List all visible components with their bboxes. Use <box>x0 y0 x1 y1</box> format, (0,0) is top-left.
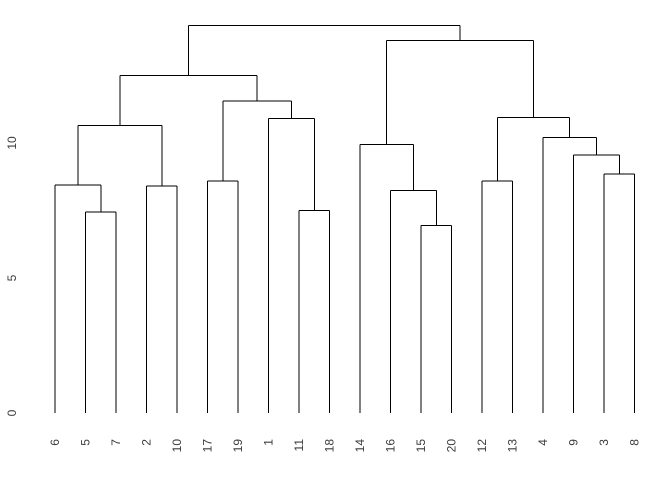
leaf-label: 13 <box>506 439 520 453</box>
y-axis-tick-label: 0 <box>5 409 19 416</box>
leaf-label: 3 <box>597 439 611 446</box>
leaf-label: 10 <box>170 439 184 453</box>
leaf-label: 12 <box>475 439 489 453</box>
leaf-label: 16 <box>384 439 398 453</box>
leaf-label: 15 <box>414 439 428 453</box>
dendrogram-branches <box>54 25 635 413</box>
leaf-label: 11 <box>292 439 306 452</box>
leaf-label: 18 <box>323 439 337 453</box>
leaf-label: 17 <box>201 439 215 453</box>
leaf-label: 7 <box>109 439 123 446</box>
leaf-label: 8 <box>628 439 642 446</box>
leaf-label: 4 <box>536 439 550 446</box>
y-axis-tick-label: 5 <box>5 274 19 281</box>
leaf-label: 9 <box>567 439 581 446</box>
leaf-label: 14 <box>353 439 367 453</box>
leaf-label: 19 <box>231 439 245 453</box>
leaf-label: 20 <box>445 439 459 453</box>
leaf-label: 2 <box>140 439 154 446</box>
leaf-label: 1 <box>262 439 276 446</box>
leaf-label: 5 <box>79 439 93 446</box>
leaf-labels: 6 5 7 2 10 17 19 1 11 18 14 16 15 20 12 13 4 9 3 8 <box>48 439 642 453</box>
y-axis: 0 5 10 <box>5 136 19 416</box>
leaf-label: 6 <box>48 439 62 446</box>
y-axis-tick-label: 10 <box>5 136 19 150</box>
